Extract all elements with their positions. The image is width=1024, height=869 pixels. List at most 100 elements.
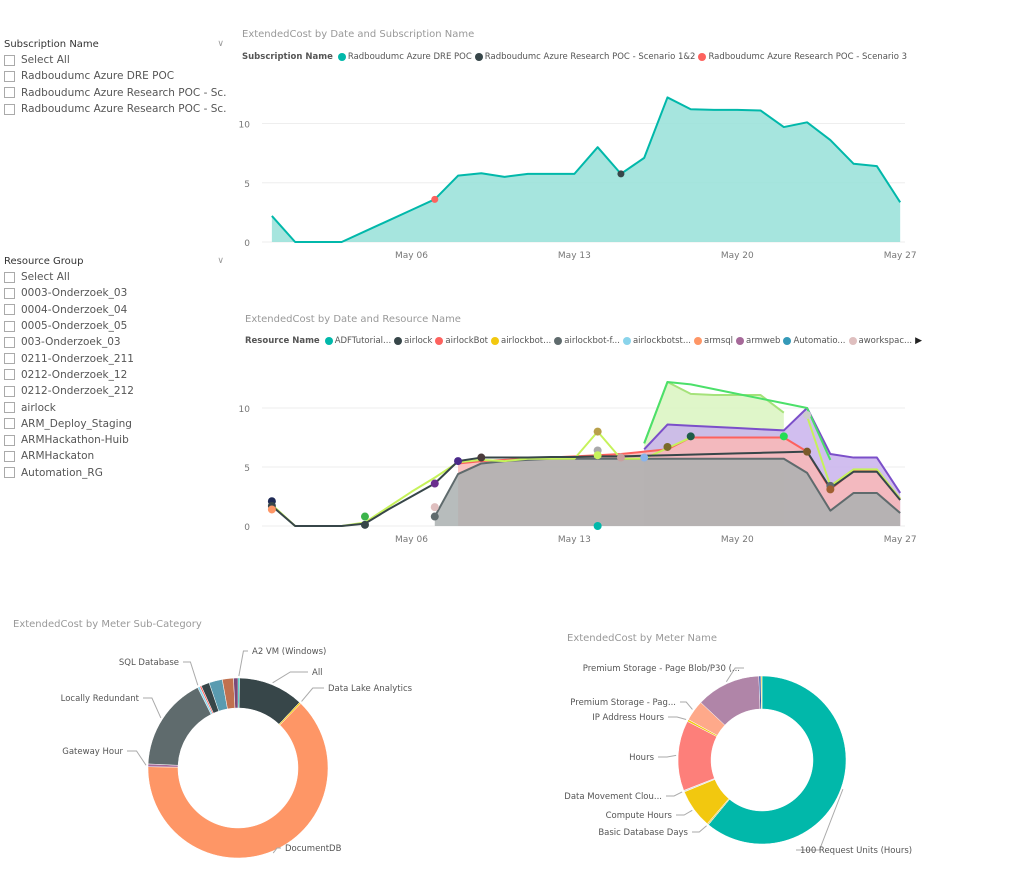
- data-point: [686, 432, 695, 441]
- slicer-item[interactable]: ARM_Deploy_Staging: [4, 416, 226, 432]
- slicer-item-label: Radboudumc Azure DRE POC: [21, 70, 175, 83]
- checkbox[interactable]: [4, 103, 15, 115]
- x-tick-label: May 06: [395, 535, 428, 545]
- checkbox[interactable]: [4, 287, 15, 299]
- slicer-item-label: 0211-Onderzoek_211: [21, 352, 134, 365]
- legend-item[interactable]: airlock: [394, 336, 432, 346]
- slicer-item-label: ARMHackaton: [21, 450, 95, 463]
- checkbox[interactable]: [4, 418, 15, 430]
- slicer-item[interactable]: Select All: [4, 52, 226, 68]
- legend-item[interactable]: airlockbot-f...: [554, 336, 620, 346]
- slicer-item[interactable]: Select All: [4, 269, 226, 285]
- checkbox[interactable]: [4, 54, 15, 66]
- checkbox[interactable]: [4, 271, 15, 283]
- legend-item[interactable]: Automatio...: [783, 336, 846, 346]
- checkbox[interactable]: [4, 434, 15, 446]
- slicer-item[interactable]: 0003-Onderzoek_03: [4, 285, 226, 301]
- checkbox[interactable]: [4, 353, 15, 365]
- checkbox[interactable]: [4, 467, 15, 479]
- checkbox[interactable]: [4, 450, 15, 462]
- legend-dot-icon: [848, 337, 857, 345]
- y-tick-label: 5: [244, 464, 250, 474]
- triangle-right-icon[interactable]: ▶: [915, 336, 923, 346]
- slicer-item[interactable]: 0212-Onderzoek_12: [4, 367, 226, 383]
- slicer-item[interactable]: Radboudumc Azure Research POC - Sc...: [4, 101, 226, 117]
- slicer-item[interactable]: Automation_RG: [4, 465, 226, 481]
- legend-dot-icon: [736, 337, 745, 345]
- slicer-title: Resource Group: [4, 255, 84, 267]
- checkbox[interactable]: [4, 87, 15, 99]
- slicer-item[interactable]: 0005-Onderzoek_05: [4, 318, 226, 334]
- legend-item[interactable]: Radboudumc Azure DRE POC: [337, 52, 472, 62]
- legend-dot-icon: [435, 337, 444, 345]
- data-point: [431, 195, 439, 203]
- slicer-item[interactable]: airlock: [4, 399, 226, 415]
- checkbox[interactable]: [4, 304, 15, 316]
- slicer-item-label: 003-Onderzoek_03: [21, 336, 121, 349]
- slicer-item[interactable]: ARMHackathon-Huib: [4, 432, 226, 448]
- legend-item[interactable]: armsql: [693, 336, 733, 346]
- legend-item[interactable]: Radboudumc Azure Research POC - Scenario…: [698, 52, 907, 62]
- legend-item[interactable]: aworkspac...: [848, 336, 913, 346]
- legend-item[interactable]: airlockbot...: [490, 336, 551, 346]
- slicer-item-label: Automation_RG: [21, 466, 103, 479]
- checkbox[interactable]: [4, 320, 15, 332]
- chart-legend: Subscription Name Radboudumc Azure DRE PO…: [242, 52, 910, 62]
- legend-item[interactable]: armweb: [736, 336, 780, 346]
- y-tick-label: 10: [239, 121, 251, 131]
- leader-line: [272, 847, 281, 854]
- leader-line: [143, 697, 162, 719]
- legend-item[interactable]: Radboudumc Azure Research POC - Scenario…: [474, 52, 696, 62]
- legend-item[interactable]: ADFTutorial...: [324, 336, 391, 346]
- slicer-item[interactable]: 0211-Onderzoek_211: [4, 350, 226, 366]
- data-point: [803, 447, 812, 456]
- legend-label: Radboudumc Azure DRE POC: [347, 52, 472, 62]
- data-point: [779, 432, 788, 441]
- leader-line: [272, 671, 308, 684]
- leader-line: [666, 791, 683, 797]
- slice-label: 100 Request Units (Hours): [800, 846, 912, 856]
- legend-label: Radboudumc Azure Research POC - Scenario…: [484, 52, 696, 62]
- data-point: [803, 411, 812, 420]
- data-point: [430, 503, 439, 512]
- slicer-item[interactable]: ARMHackaton: [4, 448, 226, 464]
- legend-title: Resource Name: [245, 336, 320, 346]
- chart-title: ExtendedCost by Date and Subscription Na…: [242, 29, 475, 40]
- legend-label: Radboudumc Azure Research POC - Scenario…: [708, 52, 908, 62]
- resource-group-slicer-header[interactable]: Resource Group ∨: [4, 253, 226, 269]
- subscription-slicer: Subscription Name ∨ Select All Radboudumc…: [4, 36, 226, 117]
- donut-chart-2: A2 VM (Windows) All Data Lake Analytics Doc…: [61, 647, 413, 859]
- legend-item[interactable]: airlockbotst...: [622, 336, 691, 346]
- series-area: [271, 97, 901, 243]
- legend-item[interactable]: airlockBot: [435, 336, 488, 346]
- slicer-item[interactable]: 0212-Onderzoek_212: [4, 383, 226, 399]
- checkbox[interactable]: [4, 385, 15, 397]
- donut-slice: [147, 687, 212, 766]
- checkbox[interactable]: [4, 336, 15, 348]
- data-point: [267, 505, 276, 514]
- subscription-slicer-header[interactable]: Subscription Name ∨: [4, 36, 226, 52]
- slice-label: Compute Hours: [606, 811, 673, 821]
- leader-line: [183, 661, 199, 686]
- leader-line: [680, 701, 693, 710]
- legend-label: airlockbot-f...: [564, 336, 620, 346]
- slicer-item[interactable]: Radboudumc Azure DRE POC: [4, 68, 226, 84]
- slicer-item[interactable]: 003-Onderzoek_03: [4, 334, 226, 350]
- data-point: [617, 170, 625, 178]
- checkbox[interactable]: [4, 369, 15, 381]
- series-line: [643, 407, 902, 494]
- checkbox[interactable]: [4, 402, 15, 414]
- slicer-item[interactable]: 0004-Onderzoek_04: [4, 302, 226, 318]
- chevron-down-icon[interactable]: ∨: [217, 256, 224, 266]
- slice-label: Premium Storage - Page Blob/P30 (...: [583, 664, 740, 674]
- legend-dot-icon: [324, 337, 333, 345]
- data-point: [360, 512, 369, 521]
- slicer-item[interactable]: Radboudumc Azure Research POC - Sc...: [4, 85, 226, 101]
- checkbox[interactable]: [4, 70, 15, 82]
- legend-title: Subscription Name: [242, 52, 333, 62]
- y-tick-label: 5: [244, 180, 250, 190]
- legend-label: aworkspac...: [858, 336, 913, 346]
- slice-label: SQL Database: [119, 658, 179, 668]
- chevron-down-icon[interactable]: ∨: [217, 39, 224, 49]
